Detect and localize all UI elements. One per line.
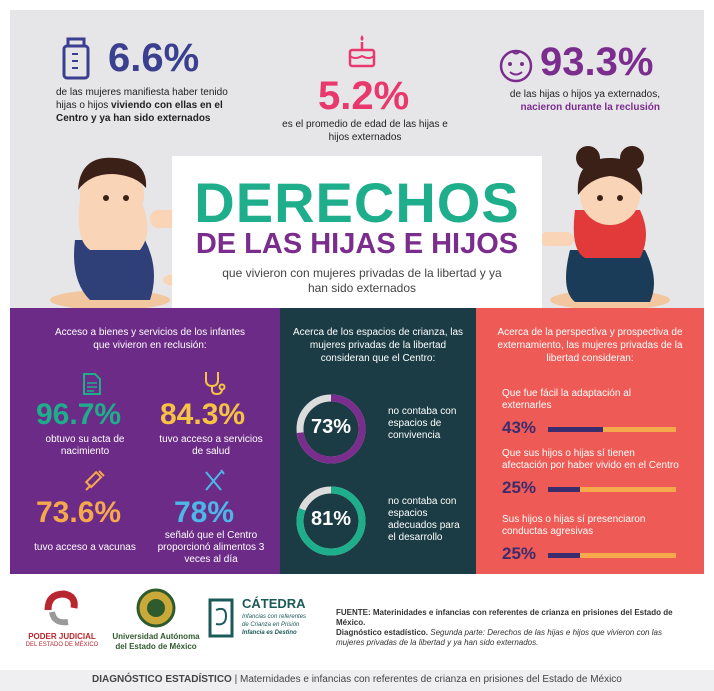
stat-3-value: 93.3% [540, 40, 653, 85]
stat-2-value: 5.2% [318, 74, 409, 119]
affectation-pct: 25% [502, 478, 536, 498]
main-title: DERECHOS [172, 170, 542, 235]
aggression-bar-fill [548, 553, 580, 558]
coexistence-pct: 73% [294, 416, 368, 439]
access-panel: Acceso a bienes y servicios de los infan… [10, 308, 280, 574]
access-panel-title: Acceso a bienes y servicios de los infan… [50, 326, 250, 352]
development-label: no contaba con espacios adecuados para e… [388, 496, 468, 544]
perspective-panel-title: Acerca de la perspectiva y prospectiva d… [488, 326, 692, 365]
uaem-name-1: Universidad Autónoma [106, 632, 206, 641]
adaptation-bar [548, 427, 676, 432]
infographic: 6.6% de las mujeres manifiesta haber ten… [10, 10, 704, 670]
fork-knife-icon [202, 468, 226, 494]
adaptation-bar-fill [548, 427, 603, 432]
stethoscope-icon [202, 370, 226, 396]
birth-certificate-pct: 96.7% [36, 398, 121, 432]
aggression-bar [548, 553, 676, 558]
uaem-name-2: del Estado de México [106, 642, 206, 651]
source-line-1: FUENTE: Materinidades e infancias con re… [336, 608, 673, 627]
affectation-label: Que sus hijos o hijas sí tienen afectaci… [502, 448, 682, 472]
syringe-icon [82, 468, 106, 494]
catedra-name: CÁTEDRA [242, 596, 306, 611]
main-subtitle: DE LAS HIJAS E HIJOS [172, 228, 542, 261]
vaccines-label: tuvo acceso a vacunas [30, 542, 140, 554]
aggression-label: Sus hijos o hijas sí presenciaron conduc… [502, 514, 682, 538]
catedra-sub-2: de Crianza en Prisión [242, 622, 299, 628]
poder-judicial-logo [40, 590, 80, 628]
header-section: 6.6% de las mujeres manifiesta haber ten… [10, 10, 704, 308]
poder-judicial-sub: DEL ESTADO DE MÉXICO [24, 642, 100, 648]
spaces-panel: Acerca de los espacios de crianza, las m… [280, 308, 476, 574]
poder-judicial-name: PODER JUDICIAL [24, 632, 100, 641]
development-pct: 81% [294, 508, 368, 531]
logos-section: PODER JUDICIAL DEL ESTADO DE MÉXICO Univ… [10, 574, 704, 670]
bottom-caption-bold: DIAGNÓSTICO ESTADÍSTICO [92, 674, 232, 685]
stat-2-text: es el promedio de edad de las hijas e hi… [280, 118, 450, 144]
baby-bottle-icon [56, 36, 96, 80]
affectation-bar [548, 487, 676, 492]
stat-1-value: 6.6% [108, 36, 199, 81]
catedra-sub-1: Infancias con referentes [242, 614, 306, 620]
catedra-logo [206, 596, 236, 640]
stat-3-text-plain: de las hijas o hijos ya externados, [510, 89, 660, 100]
spaces-panel-title: Acerca de los espacios de crianza, las m… [292, 326, 464, 365]
birth-certificate-label: obtuvo su acta de nacimiento [30, 434, 140, 458]
aggression-pct: 25% [502, 544, 536, 564]
affectation-bar-fill [548, 487, 580, 492]
adaptation-pct: 43% [502, 418, 536, 438]
birthday-cake-icon [348, 34, 376, 70]
adaptation-label: Que fue fácil la adaptación al externarl… [502, 388, 682, 412]
baby-face-icon [498, 48, 534, 84]
perspective-panel: Acerca de la perspectiva y prospectiva d… [476, 308, 704, 574]
girl-illustration [530, 140, 680, 308]
stat-1-text: de las mujeres manifiesta haber tenido h… [56, 86, 246, 125]
title-box: DERECHOS DE LAS HIJAS E HIJOS que vivier… [172, 156, 542, 308]
boy-illustration [40, 140, 190, 308]
uaem-seal-logo [136, 588, 176, 628]
bottom-caption-text: | Maternidades e infancias con referente… [232, 674, 622, 685]
meals-label: señaló que el Centro proporcionó aliment… [156, 530, 266, 566]
catedra-sub-3: Infancia es Destino [242, 630, 297, 636]
health-services-pct: 84.3% [160, 398, 245, 432]
bottom-caption: DIAGNÓSTICO ESTADÍSTICO | Maternidades e… [0, 670, 714, 691]
stat-3-text: de las hijas o hijos ya externados, nacie… [480, 88, 660, 114]
source-note: FUENTE: Materinidades e infancias con re… [336, 608, 692, 648]
stat-3-text-bold: nacieron durante la reclusión [521, 102, 660, 113]
health-services-label: tuvo acceso a servicios de salud [156, 434, 266, 458]
source-line-2-bold: Diagnóstico estadístico. [336, 628, 428, 637]
title-description: que vivieron con mujeres privadas de la … [212, 266, 512, 296]
meals-pct: 78% [174, 496, 234, 530]
vaccines-pct: 73.6% [36, 496, 121, 530]
document-icon [82, 372, 102, 396]
coexistence-label: no contaba con espacios de convivencia [388, 406, 468, 442]
